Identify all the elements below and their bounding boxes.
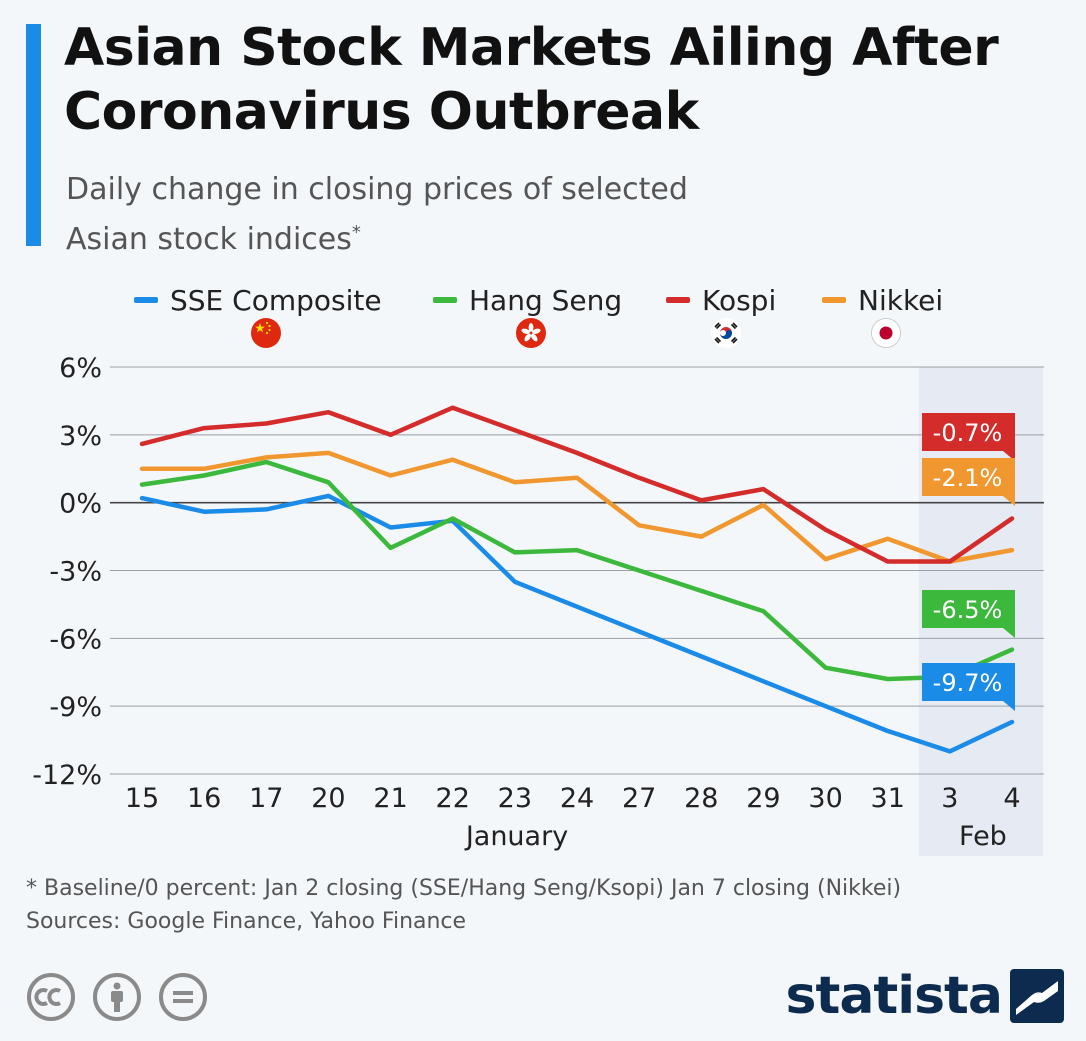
x-tick-label: 22 [436, 783, 470, 814]
hong-kong-flag-icon [516, 318, 546, 348]
x-tick-label: 27 [622, 783, 656, 814]
end-label-text: -0.7% [933, 419, 1003, 447]
legend-label-sse: SSE Composite [170, 283, 382, 317]
legend: SSE Composite Hang Seng Kospi Nikkei [0, 270, 1086, 360]
legend-label-hang-seng: Hang Seng [469, 283, 623, 317]
baseline-note: * Baseline/0 percent: Jan 2 closing (SSE… [26, 876, 902, 901]
x-tick-label: 16 [187, 783, 221, 814]
end-label-text: -2.1% [933, 464, 1003, 492]
legend-label-nikkei: Nikkei [858, 283, 944, 317]
x-group-label: Feb [959, 821, 1007, 852]
y-tick-label: -9% [49, 692, 102, 723]
legend-swatch-nikkei [822, 297, 846, 303]
end-label-text: -9.7% [933, 669, 1003, 697]
y-tick-label: 3% [59, 421, 102, 452]
x-group-label: January [464, 821, 568, 852]
y-tick-label: -12% [32, 760, 102, 791]
statista-logo-icon [1010, 969, 1064, 1023]
y-tick-label: -6% [49, 624, 102, 655]
y-tick-label: -3% [49, 557, 102, 588]
x-tick-label: 24 [560, 783, 594, 814]
x-tick-label: 30 [808, 783, 842, 814]
attribution-icon[interactable] [92, 972, 142, 1022]
x-tick-label: 28 [684, 783, 718, 814]
x-tick-label: 21 [373, 783, 407, 814]
legend-item-hang-seng: Hang Seng [433, 280, 622, 320]
legend-item-kospi: Kospi [666, 280, 776, 320]
series-line-nikkei [139, 450, 1015, 564]
legend-item-nikkei: Nikkei [822, 280, 943, 320]
y-tick-label: 0% [59, 489, 102, 520]
statista-logo[interactable]: statista [786, 966, 1064, 1026]
chart-grid [110, 366, 1044, 775]
china-flag-icon [251, 318, 281, 348]
x-tick-label: 4 [1003, 783, 1020, 814]
end-label-sse-composite: -9.7% [922, 663, 1015, 711]
end-value-labels: -9.7% -6.5% -0.7% -2.1% [922, 413, 1015, 711]
end-label-kospi: -0.7% [922, 413, 1015, 461]
chart-series [139, 405, 1015, 754]
end-label-box [922, 663, 1015, 711]
y-axis-ticks: 6% 3% 0% -3% -6% -9% -12% [32, 353, 102, 791]
end-label-box [922, 590, 1015, 638]
license-icons [26, 972, 224, 1022]
x-axis-month-labels: January Feb [464, 821, 1007, 852]
cc-icon[interactable] [26, 972, 76, 1022]
series-line-sse-composite [139, 493, 1015, 754]
x-axis-ticks: 15 16 17 20 21 22 23 24 27 28 29 30 31 3 4 [125, 783, 1021, 814]
end-label-text: -6.5% [933, 596, 1003, 624]
x-tick-label: 23 [498, 783, 532, 814]
sources-note: Sources: Google Finance, Yahoo Finance [26, 909, 467, 934]
end-label-hang-seng: -6.5% [922, 590, 1015, 638]
end-label-box [922, 413, 1015, 461]
chart-title: Asian Stock Markets Ailing After Coronav… [64, 18, 999, 142]
x-tick-label: 29 [746, 783, 780, 814]
line-chart: 6% 3% 0% -3% -6% -9% -12% 15 16 17 20 21 22 23 24 27 28… [32, 353, 1044, 856]
legend-swatch-hang-seng [433, 297, 457, 303]
footnote: * Baseline/0 percent: Jan 2 closing (SSE… [26, 872, 1066, 938]
series-line-kospi [139, 405, 1015, 564]
accent-bar [26, 24, 41, 246]
x-tick-label: 17 [249, 783, 283, 814]
x-tick-label: 3 [941, 783, 958, 814]
legend-swatch-kospi [666, 297, 690, 303]
y-tick-label: 6% [59, 353, 102, 384]
end-label-box [922, 458, 1015, 506]
x-tick-label: 15 [125, 783, 159, 814]
chart-subtitle: Daily change in closing prices of select… [66, 172, 688, 257]
end-label-nikkei: -2.1% [922, 458, 1015, 506]
legend-swatch-sse [134, 297, 158, 303]
no-derivatives-icon[interactable] [158, 972, 208, 1022]
subtitle-footnote-mark: * [351, 222, 361, 243]
south-korea-flag-icon [711, 318, 741, 348]
statista-logo-text: statista [785, 966, 1003, 1026]
japan-flag-icon [871, 318, 901, 348]
legend-label-kospi: Kospi [702, 283, 777, 317]
legend-item-sse: SSE Composite [134, 280, 382, 320]
x-tick-label: 20 [311, 783, 345, 814]
x-tick-label: 31 [871, 783, 905, 814]
series-line-hang-seng [139, 459, 1015, 682]
